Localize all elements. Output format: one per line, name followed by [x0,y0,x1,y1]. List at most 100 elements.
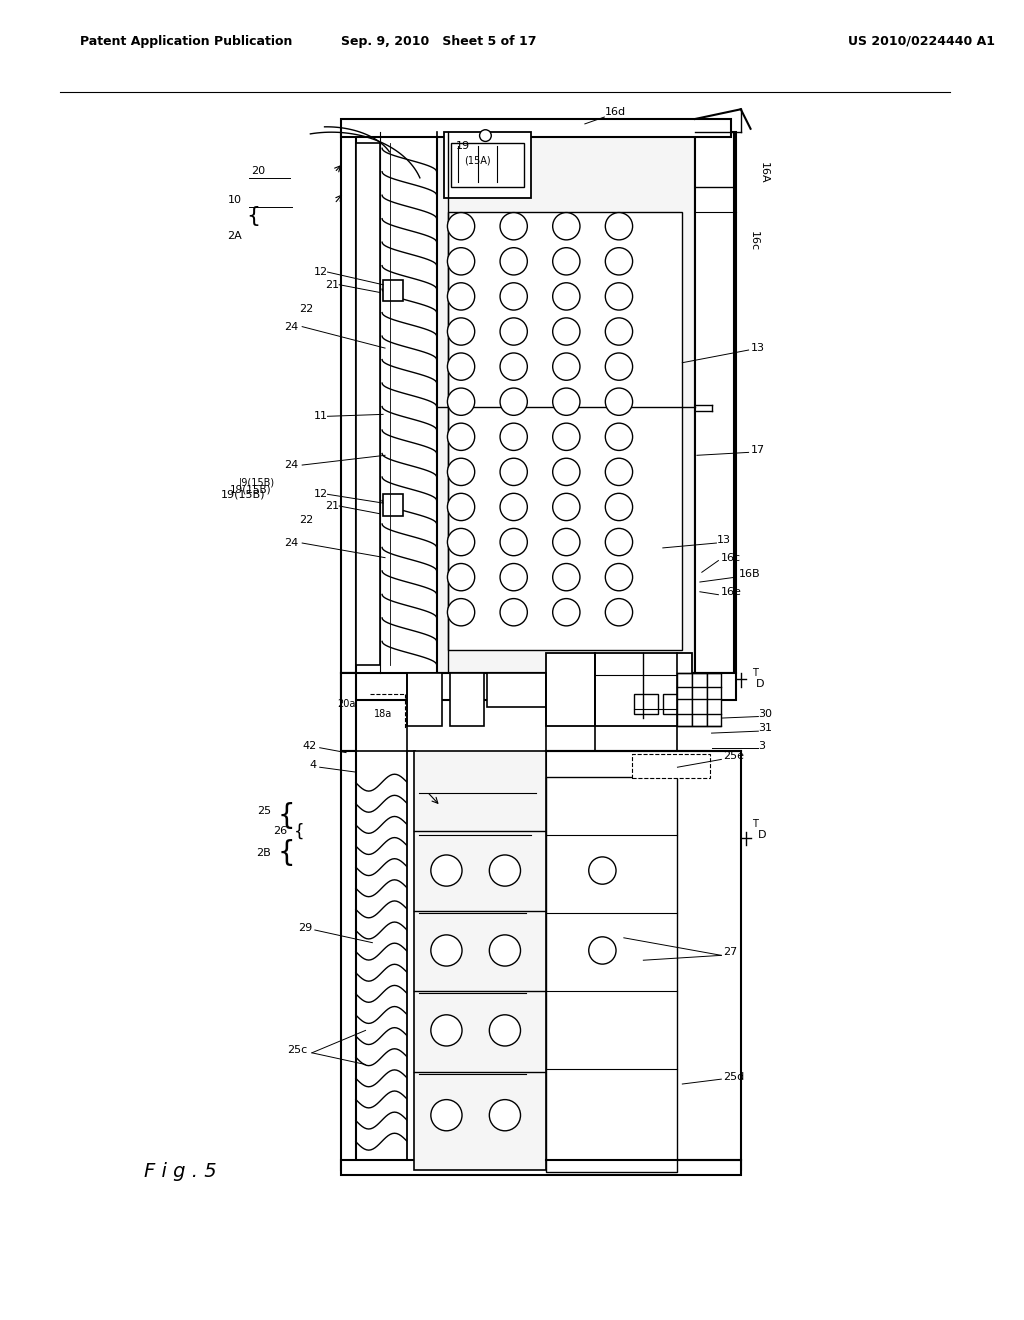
Circle shape [605,213,633,240]
Text: 12: 12 [313,267,328,277]
Text: 25: 25 [257,807,271,816]
Circle shape [553,213,580,240]
Circle shape [605,318,633,345]
Circle shape [447,564,475,591]
Circle shape [447,458,475,486]
Circle shape [500,494,527,520]
Circle shape [553,598,580,626]
Bar [341,119,731,136]
Bar [692,673,707,726]
Text: 17: 17 [751,445,765,455]
Circle shape [605,494,633,520]
Circle shape [447,424,475,450]
Bar [341,1160,740,1175]
Circle shape [447,318,475,345]
Bar [663,694,687,714]
Circle shape [447,388,475,416]
Text: 10: 10 [227,195,242,205]
Text: 22: 22 [300,515,314,524]
Text: 13: 13 [751,343,765,352]
Text: 3: 3 [759,741,765,751]
Text: 25e: 25e [723,751,744,760]
Text: 24: 24 [284,539,298,548]
Circle shape [605,424,633,450]
Text: 24: 24 [284,322,298,331]
Bar [546,777,678,1172]
Circle shape [553,352,580,380]
Bar [383,494,402,516]
Bar [595,653,692,726]
Text: Patent Application Publication: Patent Application Publication [80,34,292,48]
Text: T: T [753,818,759,829]
Bar [707,673,721,726]
Text: 19: 19 [456,141,470,152]
Circle shape [500,528,527,556]
Text: {: { [278,803,296,830]
Bar [487,673,546,706]
Circle shape [500,388,527,416]
Text: 21: 21 [325,280,339,289]
Text: 42: 42 [302,741,316,751]
Bar [451,673,484,726]
Bar [546,751,740,1170]
Circle shape [479,129,492,141]
Text: 31: 31 [759,723,772,733]
Circle shape [500,248,527,275]
Text: 22: 22 [300,304,314,314]
Circle shape [447,248,475,275]
Circle shape [605,282,633,310]
Text: 30: 30 [759,709,772,718]
Text: 25c: 25c [287,1045,307,1055]
Circle shape [500,458,527,486]
Bar [634,694,658,714]
Text: {: { [294,822,305,841]
Text: 16e: 16e [721,587,742,597]
Circle shape [500,213,527,240]
Bar [415,751,546,1170]
Circle shape [605,598,633,626]
Circle shape [447,528,475,556]
Text: Sep. 9, 2010   Sheet 5 of 17: Sep. 9, 2010 Sheet 5 of 17 [341,34,537,48]
Circle shape [489,1015,520,1045]
Circle shape [553,458,580,486]
Circle shape [500,424,527,450]
Bar [341,132,355,673]
Bar [341,673,736,700]
Text: 16c: 16c [749,231,759,251]
Circle shape [605,458,633,486]
Text: T: T [753,668,759,677]
Circle shape [553,528,580,556]
Text: 24: 24 [284,461,298,470]
Text: 25d: 25d [723,1072,744,1082]
Bar [546,653,595,726]
Circle shape [489,935,520,966]
Bar [452,144,524,187]
Circle shape [553,282,580,310]
Text: {: { [247,206,261,227]
Circle shape [447,494,475,520]
Circle shape [431,1100,462,1131]
Text: F i g . 5: F i g . 5 [144,1162,217,1181]
Circle shape [553,318,580,345]
Circle shape [431,935,462,966]
Bar [678,673,692,726]
Circle shape [431,855,462,886]
Circle shape [489,1100,520,1131]
Circle shape [605,248,633,275]
Text: 16c: 16c [721,553,741,562]
Circle shape [500,282,527,310]
Bar [408,751,416,1170]
Bar [355,144,380,665]
Text: 2B: 2B [256,847,271,858]
Circle shape [500,564,527,591]
Circle shape [500,352,527,380]
Circle shape [489,855,520,886]
Circle shape [447,282,475,310]
Bar [695,132,734,673]
Text: {: { [278,840,296,867]
Text: 21: 21 [325,502,339,511]
Bar [341,751,355,1170]
Circle shape [553,564,580,591]
Text: 26: 26 [273,825,288,836]
Circle shape [500,598,527,626]
